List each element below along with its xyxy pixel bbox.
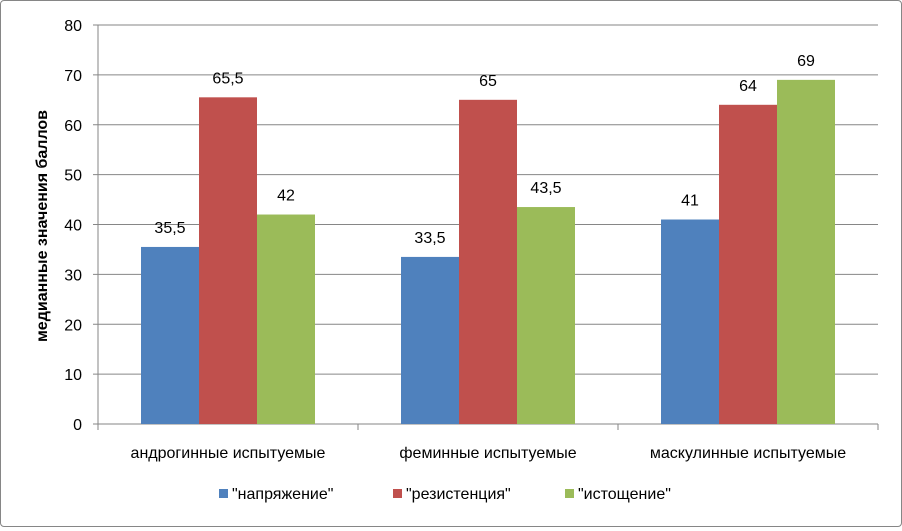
data-label: 42 (277, 188, 295, 205)
y-tick-label: 30 (64, 267, 82, 284)
data-label: 33,5 (414, 230, 445, 247)
y-axis-label: медианные значения баллов (34, 110, 51, 342)
data-label: 64 (739, 78, 757, 95)
y-tick-label: 0 (73, 417, 82, 434)
data-label: 69 (797, 53, 815, 70)
bar (141, 246, 199, 424)
data-label: 43,5 (530, 180, 561, 197)
legend-label: "истощение" (578, 486, 671, 503)
data-label: 35,5 (154, 220, 185, 237)
y-tick-label: 70 (64, 68, 82, 85)
legend-swatch (219, 489, 228, 498)
bar (459, 99, 517, 424)
y-tick-label: 50 (64, 168, 82, 185)
bar (719, 104, 777, 425)
y-tick-label: 10 (64, 367, 82, 384)
data-label: 41 (681, 193, 699, 210)
legend-swatch (565, 489, 574, 498)
bar (257, 214, 315, 424)
data-label: 65 (479, 73, 497, 90)
x-tick-label: андрогинные испытуемые (131, 445, 326, 462)
x-tick-label: феминные испытуемые (399, 445, 576, 462)
y-tick-label: 80 (64, 18, 82, 35)
bar (777, 79, 835, 425)
bars-layer (141, 79, 835, 425)
x-tick-label: маскулинные испытуемые (650, 445, 846, 462)
labels-layer: 35,5 65,5 42 андрогинные испытуемые 33,5 65 43… (131, 53, 847, 462)
data-label: 65,5 (212, 70, 243, 87)
bar (517, 207, 575, 424)
bar (199, 97, 257, 424)
y-tick-label: 20 (64, 317, 82, 334)
bar (661, 219, 719, 424)
y-tick-label: 60 (64, 118, 82, 135)
legend: "напряжение" "резистенция" "истощение" (219, 486, 671, 503)
legend-label: "резистенция" (406, 486, 511, 503)
legend-label: "напряжение" (232, 486, 333, 503)
legend-swatch (393, 489, 402, 498)
y-tick-label: 40 (64, 218, 82, 235)
bar (401, 256, 459, 424)
